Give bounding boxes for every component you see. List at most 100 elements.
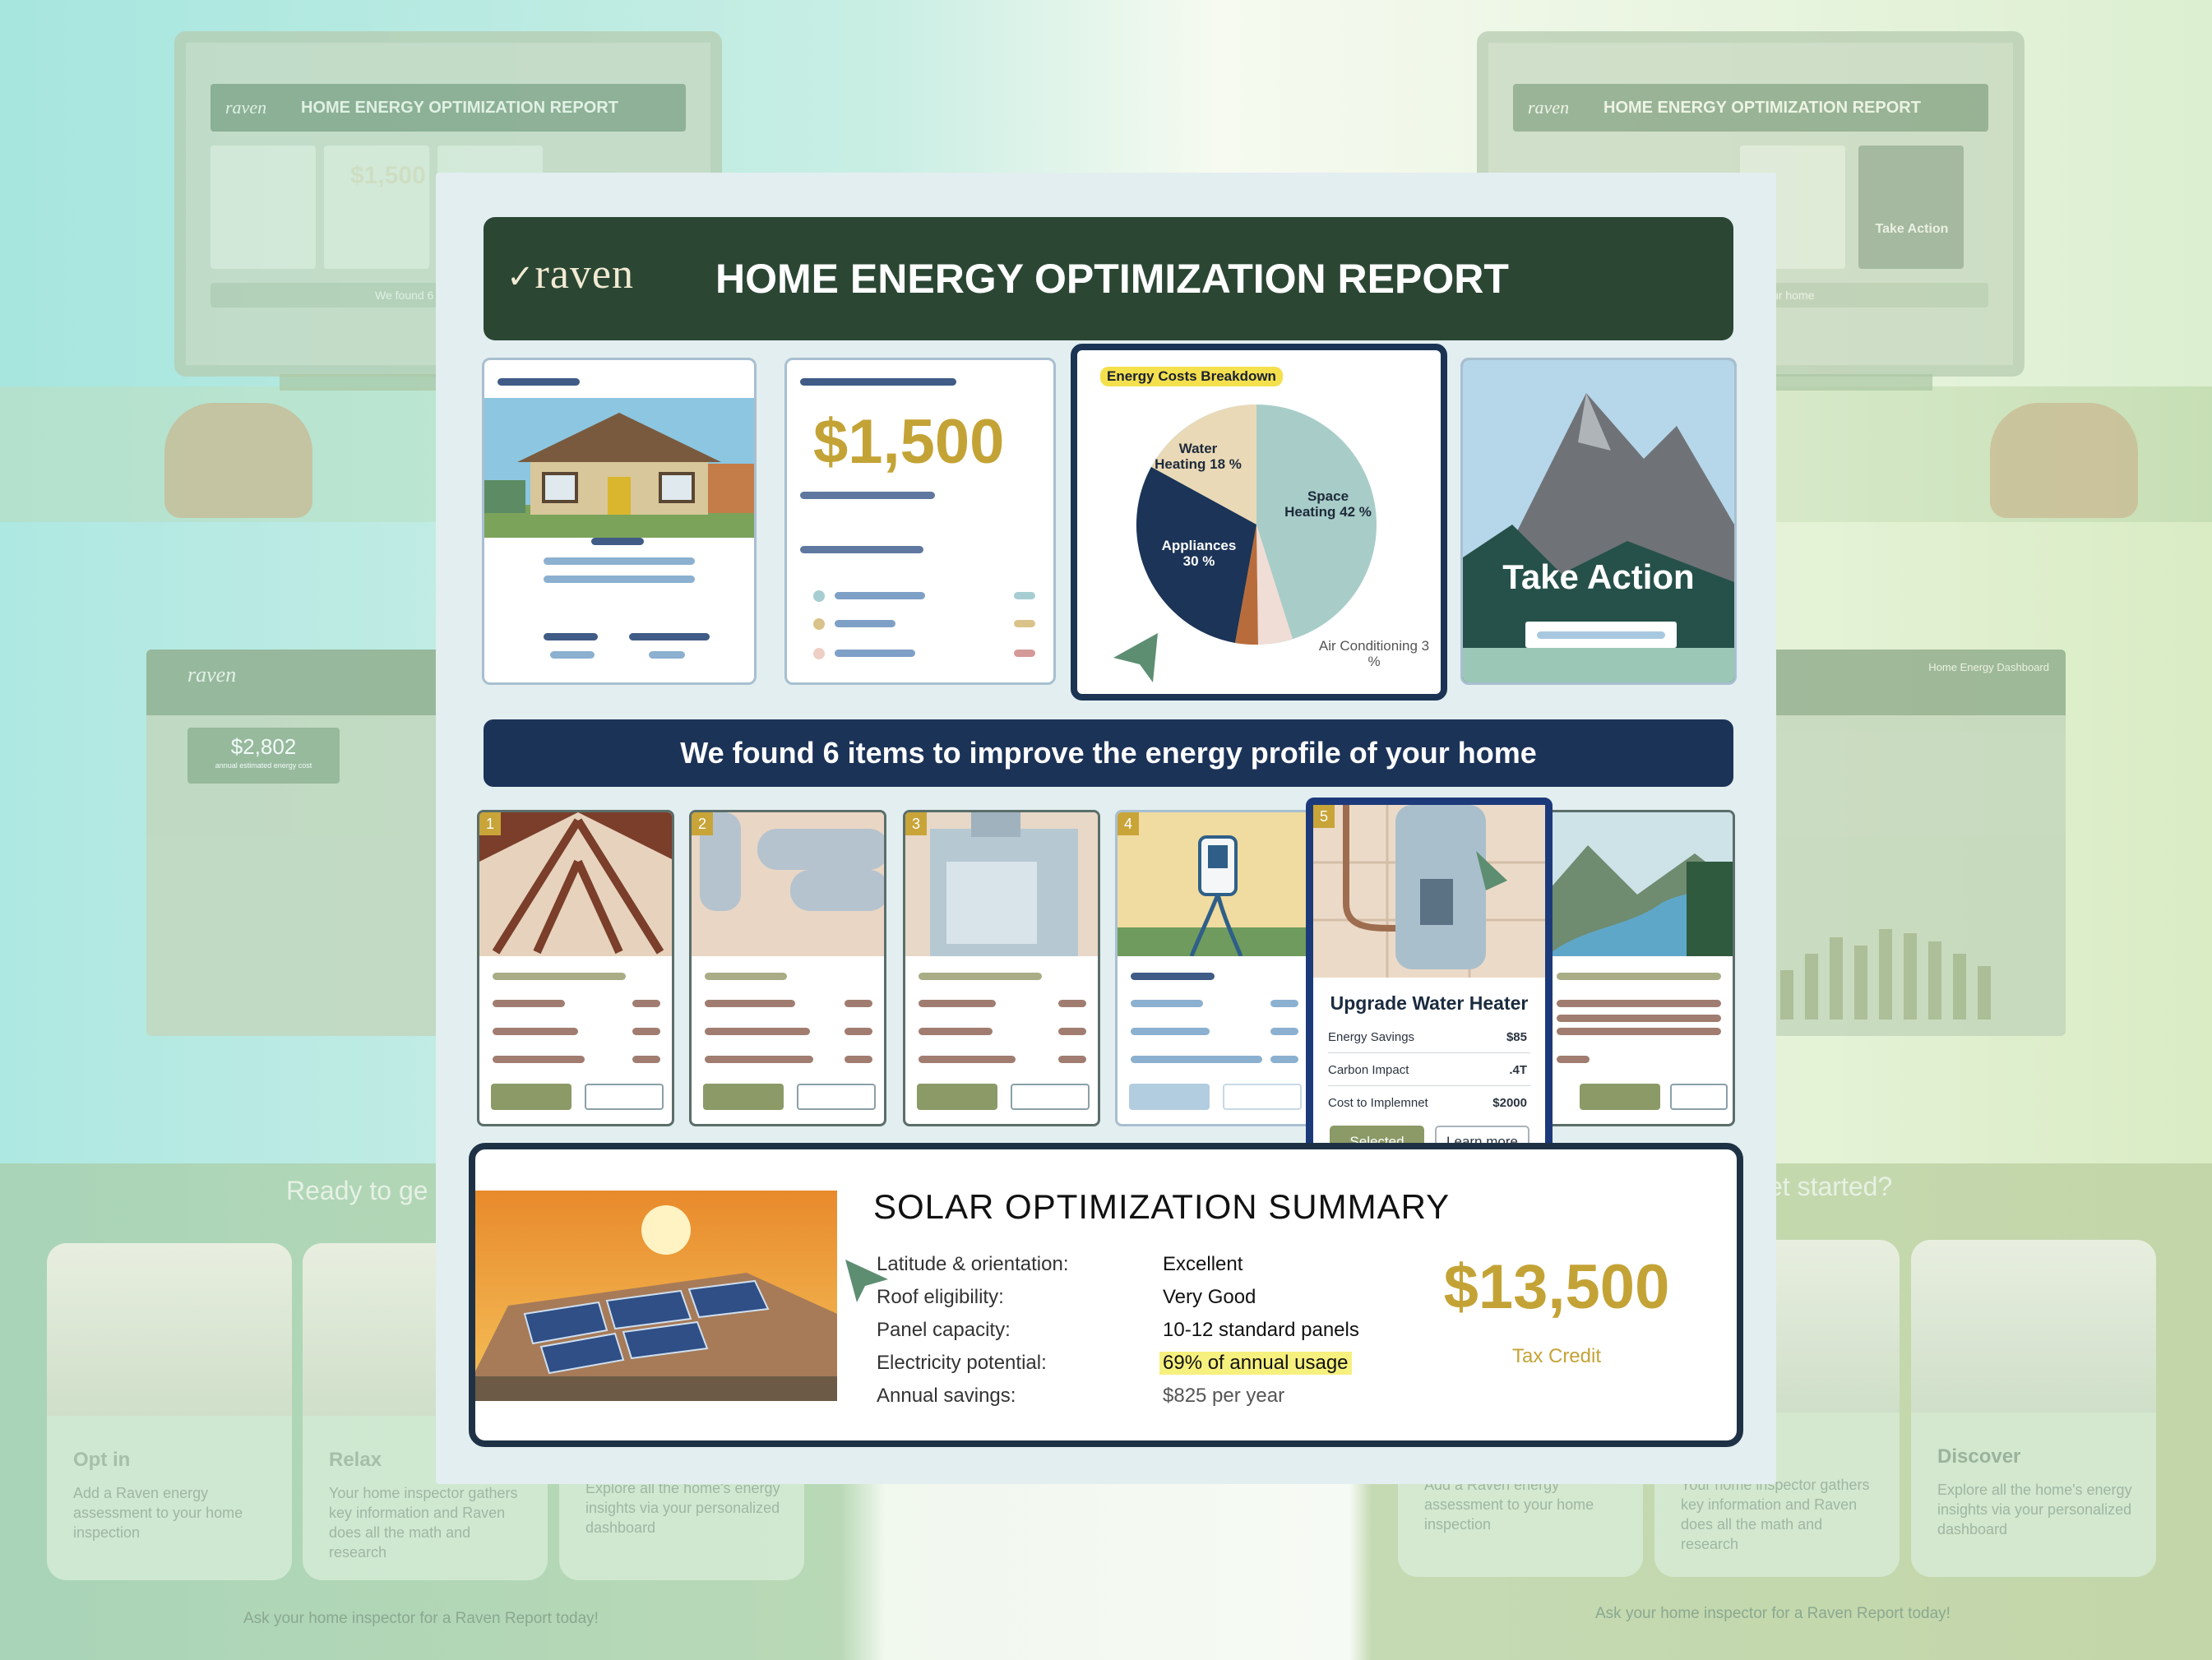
placeholder-line <box>845 1000 872 1007</box>
placeholder-line <box>705 1028 810 1035</box>
dashboard-price: $2,802 annual estimated energy cost <box>187 728 340 784</box>
solar-value-savings: $825 per year <box>1163 1385 1285 1407</box>
solar-value-roof: Very Good <box>1163 1286 1256 1308</box>
placeholder-line <box>1131 1028 1210 1035</box>
select-button[interactable] <box>1580 1084 1660 1110</box>
placeholder-line <box>1014 620 1035 627</box>
take-action-button[interactable] <box>1525 622 1677 648</box>
placeholder-line <box>591 538 644 545</box>
popup-row-label: Carbon Impact <box>1328 1063 1409 1077</box>
solar-summary-card: SOLAR OPTIMIZATION SUMMARY Latitude & or… <box>469 1143 1743 1447</box>
item-card-attic[interactable]: 1 <box>477 810 674 1126</box>
placeholder-line <box>800 546 923 553</box>
energy-report: ✓raven HOME ENERGY OPTIMIZATION REPORT $… <box>436 173 1776 1484</box>
step-title: Relax <box>329 1449 382 1471</box>
placeholder-line <box>1131 1056 1262 1063</box>
placeholder-line <box>632 1028 660 1035</box>
raven-logo-text: raven <box>534 251 634 298</box>
popup-row-cost: Cost to Implemnet $2000 <box>1328 1088 1530 1119</box>
raven-logo: ✓raven <box>507 250 634 298</box>
item-card-furnace[interactable]: 3 <box>903 810 1100 1126</box>
legend-dot-icon <box>813 618 825 630</box>
dashboard-bar-chart <box>1780 929 1991 1020</box>
solar-title: SOLAR OPTIMIZATION SUMMARY <box>873 1187 1451 1226</box>
background-dashboard-right: Home Energy Dashboard <box>1772 650 2066 1036</box>
bottom-note-right: Ask your home inspector for a Raven Repo… <box>1595 1605 1951 1622</box>
house-card[interactable] <box>482 358 757 685</box>
pie-label-appliances: Appliances 30 % <box>1161 538 1237 569</box>
placeholder-line <box>835 620 895 627</box>
placeholder-line <box>919 1028 993 1035</box>
placeholder-line <box>493 1028 578 1035</box>
energy-costs-card[interactable]: Energy Costs Breakdown Water Heating 18 … <box>1071 344 1447 701</box>
take-action-label: Take Action <box>1502 557 1695 596</box>
select-button[interactable] <box>1129 1084 1210 1110</box>
monitor-title: HOME ENERGY OPTIMIZATION REPORT <box>1603 99 1921 117</box>
placeholder-line <box>649 651 685 659</box>
placeholder-line <box>544 557 695 565</box>
learn-more-button[interactable] <box>1011 1084 1090 1110</box>
dashboard-price-value: $2,802 <box>230 734 297 759</box>
monitor-logo: raven <box>225 97 267 118</box>
solar-label-roof: Roof eligibility: <box>877 1286 1004 1308</box>
learn-more-button[interactable] <box>797 1084 876 1110</box>
popup-row-label: Cost to Implemnet <box>1328 1096 1428 1110</box>
monitor-price: $1,500 <box>350 162 426 189</box>
select-button[interactable] <box>703 1084 784 1110</box>
solar-value-capacity: 10-12 standard panels <box>1163 1319 1359 1341</box>
popup-row-value: $2000 <box>1492 1096 1527 1110</box>
popup-row-energy-savings: Energy Savings $85 <box>1328 1022 1530 1053</box>
pie-label-air-conditioning: Air Conditioning 3 % <box>1318 638 1430 669</box>
hand-left <box>164 403 312 518</box>
ready-heading-left: Ready to ge <box>286 1176 428 1205</box>
learn-more-button[interactable] <box>1670 1084 1728 1110</box>
ready-heading-right: et started? <box>1768 1172 1893 1201</box>
item-number: 2 <box>692 812 713 835</box>
placeholder-line <box>919 1056 1016 1063</box>
duct-illustration <box>692 812 884 956</box>
item-card-landscape[interactable]: 6 <box>1528 810 1735 1126</box>
placeholder-line <box>1131 973 1215 980</box>
pie-label-water-heating: Water Heating 18 % <box>1155 441 1242 472</box>
step-illustration <box>1911 1240 2156 1413</box>
popup-row-value: .4T <box>1509 1063 1527 1077</box>
item-card-ev-charger[interactable]: 4 <box>1115 810 1312 1126</box>
energy-pie-chart <box>1136 405 1377 645</box>
placeholder-line <box>1270 1000 1298 1007</box>
placeholder-line <box>705 1056 813 1063</box>
placeholder-line <box>800 492 935 499</box>
placeholder-line <box>1270 1056 1298 1063</box>
popup-row-carbon-impact: Carbon Impact .4T <box>1328 1055 1530 1086</box>
raven-bird-icon: ✓ <box>507 258 535 295</box>
placeholder-line <box>800 378 956 386</box>
report-header: ✓raven HOME ENERGY OPTIMIZATION REPORT <box>484 217 1733 340</box>
placeholder-line <box>835 650 915 657</box>
dashboard-right-title: Home Energy Dashboard <box>1772 650 2066 715</box>
solar-label-savings: Annual savings: <box>877 1385 1016 1407</box>
placeholder-line <box>550 651 595 659</box>
placeholder-line <box>919 1000 996 1007</box>
placeholder-line <box>1058 1000 1086 1007</box>
learn-more-button[interactable] <box>585 1084 664 1110</box>
placeholder-line <box>919 973 1042 980</box>
savings-amount: $1,500 <box>813 407 1005 477</box>
step-title: Opt in <box>73 1449 131 1471</box>
step-text: Add a Raven energy assessment to your ho… <box>73 1485 243 1541</box>
placeholder-line <box>845 1056 872 1063</box>
learn-more-button[interactable] <box>1223 1084 1302 1110</box>
take-action-card[interactable]: Take Action <box>1460 358 1737 685</box>
select-button[interactable] <box>491 1084 572 1110</box>
placeholder-line <box>705 973 787 980</box>
monitor-card-house <box>211 146 316 269</box>
step-card-discover: Discover Explore all the home's energy i… <box>1911 1240 2156 1577</box>
item-card-water-heater-expanded[interactable]: 5 Upgrade Water Heater Energy Savings $8… <box>1306 798 1553 1184</box>
solar-value-latitude: Excellent <box>1163 1253 1243 1275</box>
placeholder-line <box>1557 1015 1721 1022</box>
monitor-title-bar: raven HOME ENERGY OPTIMIZATION REPORT <box>1513 84 1988 132</box>
placeholder-line <box>629 633 710 640</box>
savings-card[interactable]: $1,500 <box>784 358 1056 685</box>
select-button[interactable] <box>917 1084 997 1110</box>
item-card-ducts[interactable]: 2 <box>689 810 886 1126</box>
placeholder-line <box>544 576 695 583</box>
report-title: HOME ENERGY OPTIMIZATION REPORT <box>715 256 1509 302</box>
